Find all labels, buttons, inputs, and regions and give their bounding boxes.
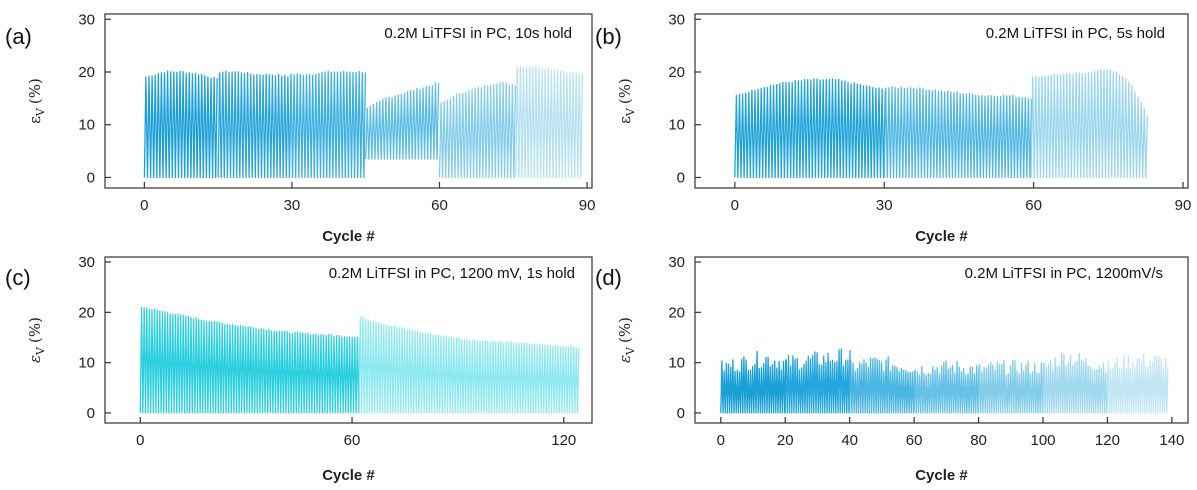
y-axis-symbol: ε: [616, 116, 634, 124]
x-tick-label: 30: [876, 197, 893, 214]
plot-frame: [104, 13, 593, 189]
series-a-6: [515, 65, 584, 179]
x-tick-label: 120: [551, 432, 576, 449]
x-tick-label: 0: [717, 432, 725, 449]
panel-annotation: 0.2M LiTFSI in PC, 1200 mV, 1s hold: [329, 265, 575, 282]
y-axis-title: εV (%): [616, 78, 637, 124]
x-axis-title: Cycle #: [322, 467, 375, 484]
y-axis-subscript: V: [34, 346, 47, 356]
x-tick-label: 100: [1030, 432, 1055, 449]
x-tick-label: 0: [140, 197, 148, 214]
series-b-2: [883, 86, 1033, 179]
y-tick-label: 30: [78, 254, 95, 271]
y-axis-subscript: V: [34, 107, 47, 117]
x-tick-label: 60: [431, 197, 448, 214]
panel-label: (c): [5, 265, 31, 290]
x-axis-title: Cycle #: [322, 228, 375, 245]
y-axis-symbol: ε: [26, 116, 44, 124]
panel-label: (b): [595, 24, 622, 49]
panel-label: (d): [595, 265, 622, 290]
y-tick-label: 20: [78, 64, 95, 81]
series-a-2: [217, 70, 292, 179]
plot-frame: [694, 13, 1189, 189]
y-axis-unit: (%): [26, 78, 44, 104]
x-tick-label: 90: [579, 197, 596, 214]
y-tick-label: 20: [668, 304, 685, 321]
y-axis-subscript: V: [624, 346, 637, 356]
x-axis-title: Cycle #: [915, 228, 968, 245]
x-tick-label: 60: [906, 432, 923, 449]
y-tick-label: 0: [87, 405, 95, 422]
y-axis-unit: (%): [616, 317, 634, 343]
y-tick-label: 0: [87, 169, 95, 186]
y-axis-title: εV (%): [616, 317, 637, 363]
y-axis-title: εV (%): [26, 78, 47, 124]
series-d-7: [1106, 352, 1169, 414]
y-tick-label: 10: [668, 355, 685, 372]
y-axis-symbol: ε: [616, 355, 634, 363]
y-tick-label: 20: [668, 64, 685, 81]
series-d-3: [849, 356, 916, 414]
series-a-1: [143, 70, 218, 179]
series-b-3: [1030, 69, 1149, 179]
x-tick-label: 30: [284, 197, 301, 214]
series-d-6: [1042, 351, 1109, 414]
panel-annotation: 0.2M LiTFSI in PC, 10s hold: [384, 25, 572, 42]
series-b-1: [734, 78, 886, 179]
y-tick-label: 10: [78, 117, 95, 134]
y-axis-title: εV (%): [26, 317, 47, 363]
plot-frame: [694, 256, 1189, 424]
x-tick-label: 0: [731, 197, 739, 214]
series-d-4: [913, 360, 980, 414]
x-tick-label: 40: [841, 432, 858, 449]
series-a-5: [438, 81, 517, 179]
series-a-3: [288, 70, 367, 179]
x-tick-label: 60: [344, 432, 361, 449]
y-axis-unit: (%): [616, 78, 634, 104]
panel-label: (a): [5, 24, 32, 49]
panel-b: 0 30 60 90 0 10 20 30 (b) 0.2M LiTFSI in PC, 5s h…: [595, 11, 1191, 245]
y-axis-symbol: ε: [26, 355, 44, 363]
y-tick-label: 10: [78, 355, 95, 372]
x-tick-label: 0: [136, 432, 144, 449]
plot-frame: [104, 256, 593, 424]
y-axis-subscript: V: [624, 107, 637, 117]
x-tick-label: 20: [777, 432, 794, 449]
x-tick-label: 90: [1175, 197, 1192, 214]
y-tick-label: 0: [677, 405, 685, 422]
series-d-1: [720, 350, 787, 414]
x-tick-label: 140: [1159, 432, 1184, 449]
series-d-2: [784, 348, 851, 414]
panel-a: 0 30 60 90 0 10 20 30 (a) 0.2M LiTFSI in PC, 10s …: [5, 11, 595, 245]
y-tick-label: 30: [78, 11, 95, 28]
panel-annotation: 0.2M LiTFSI in PC, 1200mV/s: [965, 265, 1163, 282]
y-tick-label: 20: [78, 304, 95, 321]
y-tick-label: 0: [677, 169, 685, 186]
y-tick-label: 30: [668, 11, 685, 28]
x-tick-label: 60: [1025, 197, 1042, 214]
series-d-5: [977, 359, 1045, 414]
x-tick-label: 80: [970, 432, 987, 449]
series-c-1: [139, 306, 361, 414]
panel-annotation: 0.2M LiTFSI in PC, 5s hold: [986, 25, 1165, 42]
panel-c: 0 60 120 0 10 20 30 (c) 0.2M LiTFSI in PC, 1200 …: [5, 254, 593, 484]
panel-d: 0 20 40 60 80 100 120 140 0 10 20 30 (d) 0.2M LiTFSI …: [595, 254, 1189, 484]
series-c-2: [358, 316, 580, 414]
series-a-4: [365, 82, 440, 160]
y-tick-label: 30: [668, 254, 685, 271]
x-axis-title: Cycle #: [915, 467, 968, 484]
y-tick-label: 10: [668, 117, 685, 134]
y-axis-unit: (%): [26, 317, 44, 343]
x-tick-label: 120: [1095, 432, 1120, 449]
